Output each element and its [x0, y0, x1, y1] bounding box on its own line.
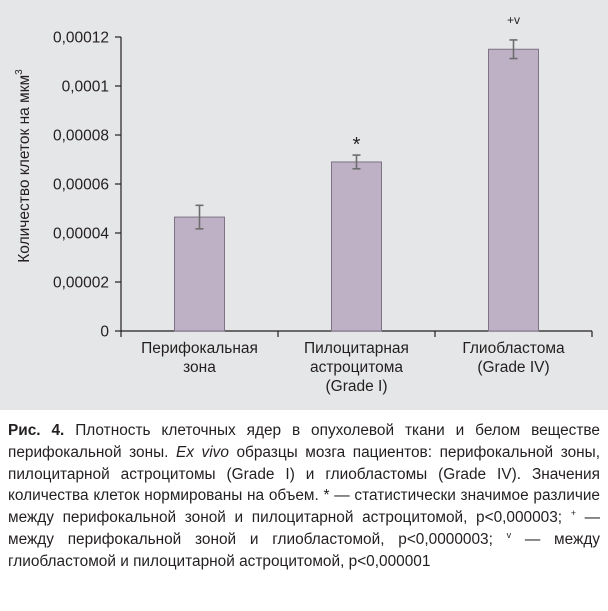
caption-label: Рис. 4. [8, 422, 65, 439]
category-label: (Grade I) [325, 378, 387, 395]
significance-mark: +v [507, 13, 520, 27]
category-label: Глиобластома [462, 340, 565, 357]
y-tick-label: 0,00004 [53, 226, 109, 243]
category-label: зона [183, 359, 216, 376]
caption-sup-plus: + [570, 508, 576, 519]
y-tick-label: 0,0001 [62, 79, 109, 96]
caption-text-1: Плотность клеточных ядер в опухолевой тк… [8, 422, 600, 461]
caption-italic: Ex vivo [176, 443, 229, 461]
bar [174, 216, 225, 332]
category-label: астроцитома [310, 359, 403, 376]
caption-text-2: образцы мозга пациентов: перифокальной з… [8, 443, 600, 527]
chart-panel: 0 0,00002 0,00004 0,00006 0,00008 0,0001 0,000… [0, 0, 608, 410]
y-tick-label: 0,00012 [53, 30, 109, 47]
y-tick-label: 0,00006 [53, 177, 109, 194]
bar [488, 48, 539, 332]
category-label: Пилоцитарная [304, 340, 409, 357]
figure-caption: Рис. 4. Плотность клеточных ядер в опухо… [8, 420, 600, 573]
y-tick-label: 0,00002 [53, 275, 109, 292]
y-tick-label: 0 [100, 324, 109, 341]
category-label: (Grade IV) [477, 359, 549, 376]
caption-sup-v: v [506, 529, 512, 540]
y-tick-label: 0,00008 [53, 128, 109, 145]
caption-text-4: — между глиобластомой и пилоцитарной аст… [8, 530, 600, 570]
bar [331, 161, 382, 332]
caption-text-3: — между перифокальной зоной и глиобласто… [8, 509, 601, 548]
category-label: Перифокальная [141, 340, 258, 357]
bar-chart: 0 0,00002 0,00004 0,00006 0,00008 0,0001 0,000… [14, 13, 593, 395]
significance-mark: * [353, 134, 361, 156]
y-axis-title: Количество клеток на мкм3 [14, 69, 33, 263]
